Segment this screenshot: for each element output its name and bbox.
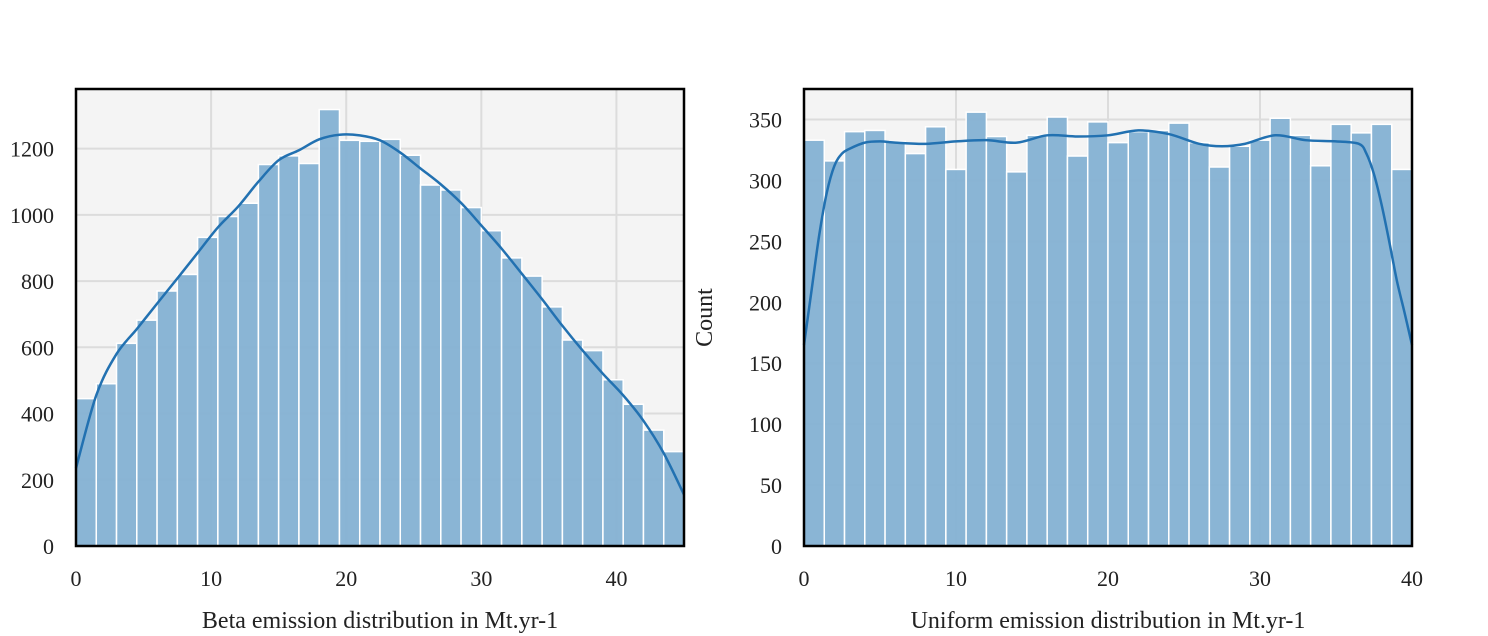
histogram-bar: [136, 319, 158, 547]
histogram-bar: [1208, 166, 1231, 547]
y-tick-label: 350: [749, 107, 782, 132]
histogram-bar: [115, 342, 138, 547]
x-tick-label: 0: [799, 566, 810, 591]
y-tick-label: 800: [21, 269, 54, 294]
y-tick-label: 0: [771, 534, 782, 559]
x-axis-label: Beta emission distribution in Mt.yr-1: [202, 608, 558, 634]
histogram-bar: [1168, 122, 1190, 547]
histogram-bar: [1086, 121, 1109, 547]
histogram-bar: [75, 397, 98, 547]
histogram-bar: [561, 339, 584, 547]
x-tick-label: 20: [335, 566, 357, 591]
histogram-bar: [237, 202, 260, 547]
histogram-bar: [1188, 141, 1211, 547]
histogram-bar: [95, 382, 118, 547]
histogram-bar: [298, 162, 320, 547]
x-tick-label: 10: [200, 566, 222, 591]
histogram-bar: [1005, 171, 1028, 547]
histogram-bar: [1350, 132, 1373, 547]
histogram-bar: [480, 229, 503, 547]
y-tick-label: 400: [21, 402, 54, 427]
histogram-bar: [843, 130, 866, 547]
histogram-bar: [156, 290, 179, 547]
histogram-bar: [541, 306, 564, 547]
histogram-bar: [500, 257, 523, 547]
histogram-bar: [1107, 141, 1130, 547]
histogram-bar: [581, 349, 604, 547]
y-tick-label: 300: [749, 168, 782, 193]
histogram-bar: [1127, 130, 1150, 547]
x-axis-label: Uniform emission distribution in Mt.yr-1: [911, 608, 1306, 634]
histogram-bar: [823, 160, 846, 547]
histogram-bar: [1370, 123, 1393, 547]
histogram-bar: [985, 135, 1008, 547]
y-tick-label: 200: [749, 290, 782, 315]
histogram-bar: [1269, 117, 1292, 547]
y-tick-label: 200: [21, 468, 54, 493]
x-tick-label: 40: [1401, 566, 1423, 591]
histogram-bar: [318, 108, 341, 547]
x-tick-label: 40: [605, 566, 627, 591]
axes-frame: [74, 87, 686, 548]
histogram-bar: [1066, 155, 1089, 547]
x-tick-label: 20: [1097, 566, 1119, 591]
histogram-bar: [1330, 123, 1352, 547]
y-axis-label: Count: [692, 288, 718, 347]
histogram-bar: [257, 163, 280, 547]
y-tick-label: 1000: [10, 203, 54, 228]
histogram-bar: [1289, 134, 1312, 547]
histogram-bar: [622, 403, 645, 547]
x-tick-label: 30: [1249, 566, 1271, 591]
histogram-bar: [399, 154, 422, 547]
histogram-bar: [521, 275, 543, 547]
histogram-bar: [884, 140, 907, 547]
histogram-bar: [217, 215, 239, 547]
y-tick-label: 150: [749, 351, 782, 376]
histogram-bar: [965, 111, 988, 547]
histogram-bar: [1309, 165, 1332, 547]
kde-line: [802, 129, 1414, 346]
axes-frame: [802, 87, 1414, 548]
histogram-bar: [1026, 134, 1048, 547]
y-tick-label: 50: [760, 473, 782, 498]
histogram-bar: [1147, 129, 1170, 547]
histogram-bar: [419, 184, 442, 547]
histogram-bar: [1249, 139, 1271, 547]
histogram-bar: [904, 152, 927, 547]
histogram-bar: [338, 139, 361, 547]
y-tick-label: 100: [749, 412, 782, 437]
histogram-bar: [196, 236, 219, 547]
kde-line: [74, 133, 686, 496]
histogram-bar: [602, 379, 624, 547]
y-tick-label: 1200: [10, 137, 54, 162]
histogram-bar: [460, 206, 483, 547]
histogram-bar: [176, 273, 199, 547]
histogram-bar: [803, 139, 826, 547]
histogram-bar: [864, 129, 886, 547]
histogram-bar: [924, 126, 947, 547]
histogram-bar: [1046, 116, 1069, 547]
y-tick-label: 0: [43, 534, 54, 559]
histogram-bar: [358, 140, 381, 547]
histogram-bar: [379, 138, 402, 547]
histogram-bar: [277, 155, 300, 547]
histogram-bar: [1390, 168, 1413, 547]
x-tick-label: 0: [71, 566, 82, 591]
histogram-bar: [440, 189, 462, 547]
x-tick-label: 30: [470, 566, 492, 591]
y-tick-label: 600: [21, 335, 54, 360]
uniform-histogram-panel: 0 10 20 30 40 0 50 100 150 200 250 300 350 Uniform em…: [692, 87, 1423, 634]
histogram-bar: [945, 168, 967, 547]
y-tick-label: 250: [749, 229, 782, 254]
histogram-bar: [662, 450, 685, 547]
histogram-bar: [1228, 145, 1251, 547]
x-tick-label: 10: [945, 566, 967, 591]
